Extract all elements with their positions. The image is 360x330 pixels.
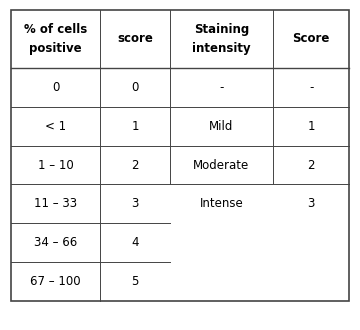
Text: Intense: Intense [199,197,243,211]
Text: 4: 4 [131,236,139,249]
Text: 3: 3 [131,197,139,211]
Text: 34 – 66: 34 – 66 [34,236,77,249]
Text: intensity: intensity [192,42,251,54]
Text: Mild: Mild [209,119,234,133]
Text: -: - [219,81,224,94]
Text: Moderate: Moderate [193,158,249,172]
Text: % of cells: % of cells [24,23,87,36]
Text: 0: 0 [52,81,59,94]
Text: 1: 1 [307,119,315,133]
Text: 2: 2 [307,158,315,172]
Text: < 1: < 1 [45,119,66,133]
Text: 11 – 33: 11 – 33 [34,197,77,211]
Text: 1: 1 [131,119,139,133]
Text: 5: 5 [131,275,139,288]
Bar [11,10,349,301]
Text: 1 – 10: 1 – 10 [38,158,73,172]
Text: 67 – 100: 67 – 100 [30,275,81,288]
Text: Staining: Staining [194,23,249,36]
Text: 0: 0 [131,81,139,94]
Text: score: score [117,32,153,45]
Text: -: - [309,81,313,94]
Text: 2: 2 [131,158,139,172]
Text: 3: 3 [307,197,315,211]
Text: Score: Score [292,32,330,45]
Text: positive: positive [29,42,82,54]
